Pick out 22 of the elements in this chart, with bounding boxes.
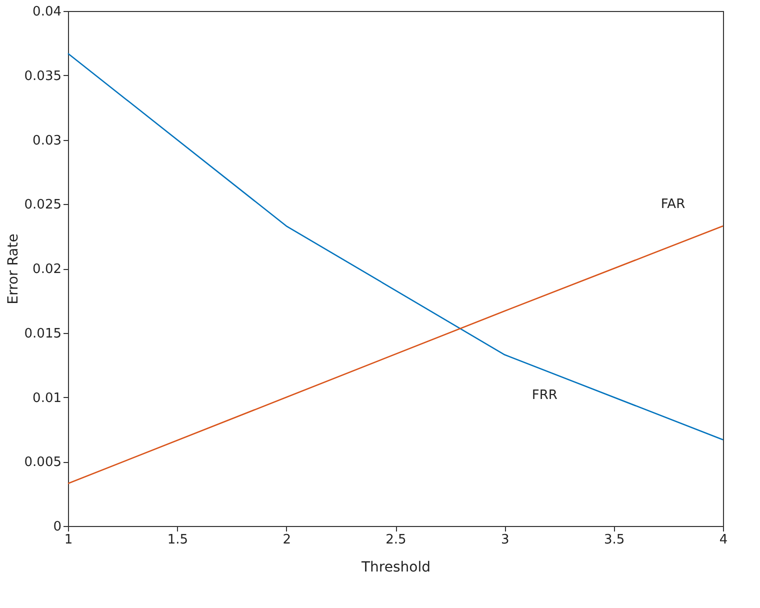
y-tick-label: 0.04 bbox=[32, 4, 62, 20]
y-tick-label: 0.005 bbox=[24, 455, 62, 470]
x-tick-label: 3 bbox=[501, 532, 510, 548]
x-tick-label: 2 bbox=[282, 532, 291, 548]
text: FAR bbox=[660, 197, 686, 212]
x-tick-label: 3.5 bbox=[604, 532, 625, 548]
x-tick-label: 1.5 bbox=[167, 532, 188, 548]
y-tick-label: 0.03 bbox=[32, 133, 62, 148]
x-tick-label: 1 bbox=[64, 532, 73, 548]
y-tick-label: 0 bbox=[53, 520, 62, 534]
y-tick-label: 0.01 bbox=[32, 390, 62, 406]
series-label: FRR bbox=[532, 388, 558, 403]
y-tick-label: 0.015 bbox=[24, 326, 62, 342]
y-tick-label: 0.025 bbox=[24, 198, 62, 213]
x-tick-label: 2.5 bbox=[386, 532, 406, 548]
y-tick-label: 0.035 bbox=[24, 68, 62, 84]
y-tick-label: 0.02 bbox=[32, 262, 62, 277]
line-series bbox=[67, 225, 724, 484]
x-axis-title: Threshold bbox=[360, 560, 430, 576]
x-tick-label: 4 bbox=[719, 532, 728, 548]
line-series bbox=[67, 52, 724, 440]
y-axis-title: Error Rate bbox=[5, 234, 22, 304]
